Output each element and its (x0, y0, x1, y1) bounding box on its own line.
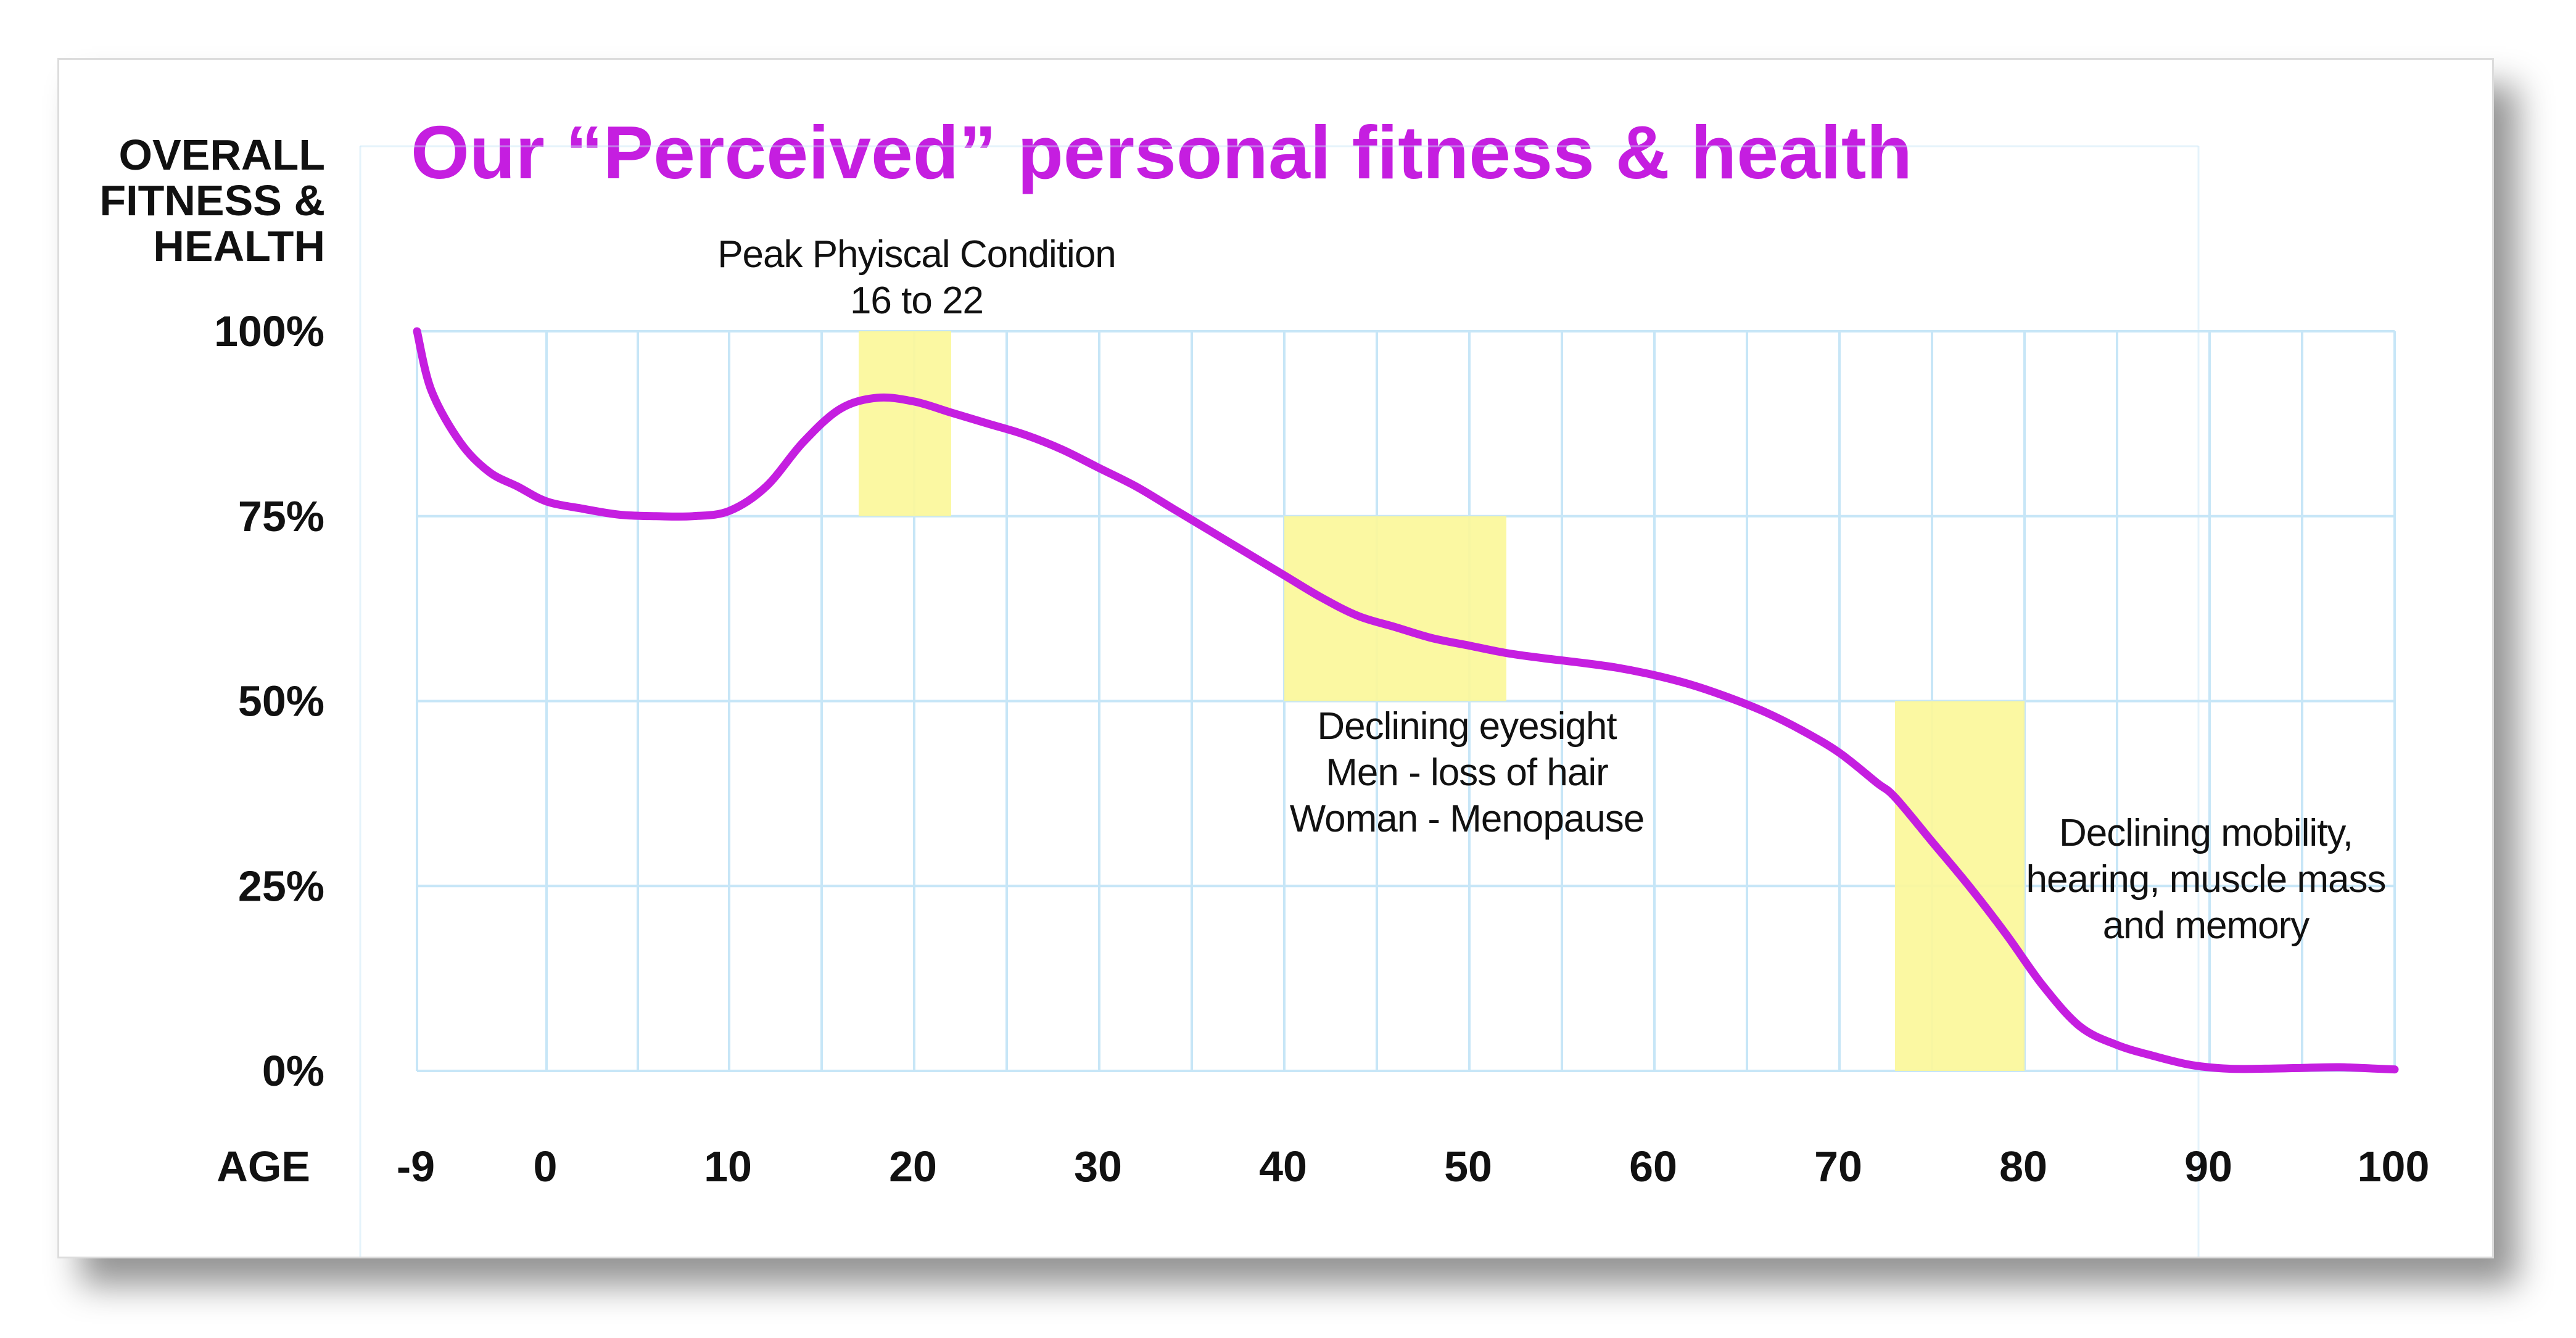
chart-svg: Our “Perceived” personal fitness & healt… (99, 110, 2429, 1257)
highlight-regions (859, 331, 2025, 1071)
x-tick-label: 80 (1999, 1142, 2047, 1191)
y-tick-label: 25% (238, 862, 324, 910)
chart-title: Our “Perceived” personal fitness & healt… (411, 110, 1912, 194)
fitness-curve (413, 327, 2399, 1074)
x-tick-label: 20 (889, 1142, 937, 1191)
annotation-text-line: 16 to 22 (850, 279, 983, 322)
x-tick-label: 30 (1074, 1142, 1122, 1191)
highlight-region-2 (1284, 516, 1506, 701)
x-tick-label: 50 (1444, 1142, 1492, 1191)
annotation-text-line: Declining mobility, (2059, 812, 2353, 854)
y-axis-label-line-1: OVERALL (119, 131, 325, 179)
grid (359, 145, 2396, 1257)
x-axis-label: AGE (217, 1142, 310, 1191)
highlight-region-1 (859, 331, 951, 516)
annotation-text-line: Peak Phyiscal Condition (717, 233, 1116, 276)
x-tick-label: 40 (1259, 1142, 1307, 1191)
highlight-region-3 (1895, 701, 2025, 1071)
x-tick-label: 60 (1629, 1142, 1677, 1191)
y-tick-label: 0% (262, 1047, 324, 1095)
annotation-3: Declining mobility,hearing, muscle massa… (2026, 812, 2386, 947)
annotation-text-line: hearing, muscle mass (2026, 858, 2385, 901)
x-tick-label: 0 (534, 1142, 558, 1191)
annotation-text-line: Men - loss of hair (1326, 751, 1608, 794)
annotation-text-line: and memory (2103, 904, 2310, 947)
y-tick-label: 100% (214, 307, 324, 355)
y-axis-label-line-3: HEALTH (153, 222, 325, 270)
annotation-text-line: Declining eyesight (1317, 705, 1617, 748)
x-tick-label: 70 (1814, 1142, 1862, 1191)
tick-labels: 0% 25% 50% 75% 100% -9 0 10 20 30 40 50 60 70 80 90 100 (214, 307, 2429, 1191)
chart-card: Our “Perceived” personal fitness & healt… (57, 58, 2494, 1258)
x-tick-label: 90 (2184, 1142, 2232, 1191)
y-tick-label: 75% (238, 492, 324, 540)
x-tick-label: 100 (2358, 1142, 2430, 1191)
curve-layer (413, 327, 2399, 1074)
y-axis-label-line-2: FITNESS & (99, 176, 325, 225)
annotation-text-line: Woman - Menopause (1290, 798, 1645, 840)
y-tick-label: 50% (238, 677, 324, 725)
x-tick-label: -9 (397, 1142, 435, 1191)
x-tick-label: 10 (704, 1142, 752, 1191)
